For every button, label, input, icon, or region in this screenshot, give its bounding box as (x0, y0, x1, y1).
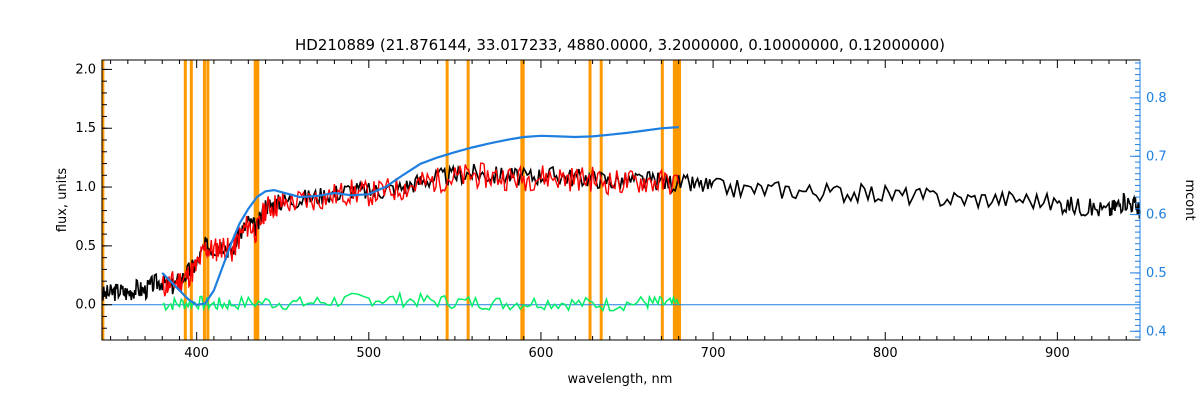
series-model (161, 162, 680, 297)
y-tick-label: 1.0 (75, 180, 96, 195)
y-axis-right: 0.4 0.5 0.6 0.7 0.8 (1130, 60, 1167, 340)
y-tick-label: 0.5 (75, 239, 96, 254)
x-tick-label: 600 (529, 346, 554, 361)
series-residual (161, 290, 680, 313)
x-axis: 400 500 600 700 800 900 (110, 60, 1127, 361)
y-tick-label: 0.0 (75, 298, 96, 313)
x-tick-label: 700 (701, 346, 726, 361)
series-layer (101, 126, 1141, 313)
y-right-tick-label: 0.7 (1146, 149, 1167, 164)
y-right-tick-label: 0.6 (1146, 208, 1167, 223)
x-tick-label: 800 (873, 346, 898, 361)
x-tick-label: 400 (184, 346, 209, 361)
y-tick-label: 1.5 (75, 121, 96, 136)
x-tick-label: 500 (356, 346, 381, 361)
y-axis-title: flux, units (55, 168, 70, 233)
y-tick-label: 2.0 (75, 62, 96, 77)
mask-lines (101, 60, 682, 340)
y-axis-left: 0.0 0.5 1.0 1.5 2.0 (75, 62, 112, 329)
x-tick-label: 900 (1045, 346, 1070, 361)
y-axis-right-title: mcont (1182, 179, 1197, 220)
chart-title: HD210889 (21.876144, 33.017233, 4880.000… (295, 36, 945, 54)
y-right-tick-label: 0.5 (1146, 266, 1167, 281)
series-continuum (161, 126, 679, 307)
x-axis-title: wavelength, nm (568, 372, 673, 387)
y-right-tick-label: 0.4 (1146, 324, 1167, 339)
y-right-tick-label: 0.8 (1146, 91, 1167, 106)
